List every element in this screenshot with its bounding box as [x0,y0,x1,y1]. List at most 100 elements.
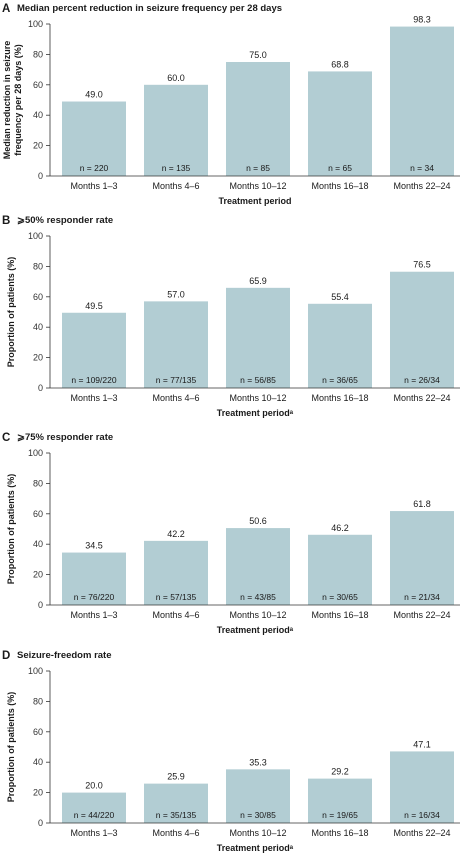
panel-b-category-label: Months 16–18 [311,393,368,403]
panel-b-category-label: Months 10–12 [229,393,286,403]
panel-b-ytick-label: 0 [38,383,43,393]
panel-c-y-title-line: Proportion of patients (%) [6,474,16,585]
panel-a-letter: A [2,3,10,15]
panel-b-value-label: 55.4 [331,292,349,302]
panel-a-n-label: n = 135 [162,163,191,173]
panel-b-value-label: 57.0 [167,289,185,299]
panel-b-n-label: n = 36/65 [322,375,358,385]
panel-b: B ⩾50% responder rate 0 20 40 60 80 100 49.5 n = … [0,212,474,426]
panel-b-ytick-label: 100 [28,231,43,241]
panel-a: A Median percent reduction in seizure fre… [0,0,474,214]
panel-b-bar [308,303,372,388]
panel-d-value-label: 25.9 [167,772,185,782]
panel-a-n-label: n = 65 [328,163,352,173]
panel-b-value-label: 65.9 [249,276,267,286]
panel-a-category-label: Months 1–3 [70,181,117,191]
panel-c-chart: C ⩾75% responder rate 0 20 40 60 80 100 34.5 n = … [2,432,460,635]
panel-c-category-label: Months 1–3 [70,610,117,620]
panel-d-n-label: n = 19/65 [322,810,358,820]
panel-b-n-label: n = 77/135 [156,375,197,385]
panel-c-n-label: n = 76/220 [74,592,115,602]
panel-a-ytick-label: 20 [33,141,43,151]
panel-d-category-label: Months 16–18 [311,828,368,838]
panel-c-ytick-label: 100 [28,448,43,458]
panel-b-y-title: Proportion of patients (%) [6,257,16,368]
panel-d-n-label: n = 35/135 [156,810,197,820]
panel-c-value-label: 42.2 [167,529,185,539]
panel-c-n-label: n = 21/34 [404,592,440,602]
panel-a-ytick-label: 0 [38,171,43,181]
panel-a-value-label: 75.0 [249,50,267,60]
panel-d-n-label: n = 44/220 [74,810,115,820]
panel-d-ytick-label: 20 [33,788,43,798]
panel-a-category-label: Months 10–12 [229,181,286,191]
panel-d-title: Seizure-freedom rate [17,650,112,661]
panel-a-chart: A Median percent reduction in seizure fre… [2,3,460,206]
panel-b-ytick-label: 60 [33,292,43,302]
panel-a-n-label: n = 220 [80,163,109,173]
panel-d-ytick-label: 80 [33,696,43,706]
panel-d-chart: D Seizure-freedom rate 0 20 40 60 80 100 20.0 n =… [2,650,460,853]
panel-b-value-label: 76.5 [413,260,431,270]
panel-c-bar [390,511,454,605]
panel-d-value-label: 35.3 [249,757,267,767]
panel-a-category-label: Months 22–24 [393,181,450,191]
panel-c-value-label: 46.2 [331,523,349,533]
panel-d-category-label: Months 4–6 [152,828,199,838]
panel-c-ytick-label: 80 [33,478,43,488]
panel-a-n-label: n = 85 [246,163,270,173]
panel-a-bar [308,71,372,176]
panel-b-y-title-line: Proportion of patients (%) [6,257,16,368]
panel-b-bar [390,271,454,388]
panel-d-value-label: 47.1 [413,739,431,749]
panel-d-y-title-line: Proportion of patients (%) [6,692,16,803]
panel-b-value-label: 49.5 [85,301,103,311]
panel-c-value-label: 61.8 [413,499,431,509]
panel-d-ytick-label: 60 [33,727,43,737]
panel-b-chart: B ⩾50% responder rate 0 20 40 60 80 100 49.5 n = … [2,215,460,418]
panel-a-bar [144,84,208,176]
panel-c-category-label: Months 22–24 [393,610,450,620]
panel-c-x-title: Treatment periodᵃ [217,625,294,635]
panel-d-category-label: Months 10–12 [229,828,286,838]
panel-d-bar [62,792,126,823]
panel-a-ytick-label: 40 [33,110,43,120]
panel-b-category-label: Months 4–6 [152,393,199,403]
panel-a-y-title-line: frequency per 28 days (%) [13,44,23,156]
panel-a-x-title: Treatment period [218,196,291,206]
panel-a-ytick-label: 100 [28,19,43,29]
panel-b-category-label: Months 1–3 [70,393,117,403]
panel-d: D Seizure-freedom rate 0 20 40 60 80 100 20.0 n =… [0,647,474,861]
panel-a-y-title: Median reduction in seizurefrequency per… [2,41,23,160]
panel-c-category-label: Months 4–6 [152,610,199,620]
panel-b-x-title: Treatment periodᵃ [217,408,294,418]
panel-b-ytick-label: 80 [33,261,43,271]
panel-a-category-label: Months 16–18 [311,181,368,191]
panel-a-bar [390,26,454,176]
panel-a-value-label: 98.3 [413,15,431,25]
panel-c-category-label: Months 16–18 [311,610,368,620]
panel-b-bar [62,312,126,388]
panel-b-n-label: n = 109/220 [71,375,116,385]
panel-c-n-label: n = 30/65 [322,592,358,602]
panel-c-bar [62,552,126,605]
panel-c-ytick-label: 20 [33,570,43,580]
panel-a-category-label: Months 4–6 [152,181,199,191]
panel-b-category-label: Months 22–24 [393,393,450,403]
panel-c-value-label: 34.5 [85,541,103,551]
panel-d-bar [144,783,208,823]
panel-a-value-label: 49.0 [85,90,103,100]
panel-d-value-label: 20.0 [85,781,103,791]
panel-b-letter: B [2,215,10,227]
panel-c-ytick-label: 60 [33,509,43,519]
panel-b-n-label: n = 56/85 [240,375,276,385]
panel-d-y-title: Proportion of patients (%) [6,692,16,803]
panel-c-bar [144,540,208,605]
panel-a-value-label: 68.8 [331,59,349,69]
panel-d-ytick-label: 40 [33,757,43,767]
panel-d-bar [390,751,454,823]
panel-c-value-label: 50.6 [249,516,267,526]
panel-c-bar [308,534,372,605]
panel-d-bar [226,769,290,823]
